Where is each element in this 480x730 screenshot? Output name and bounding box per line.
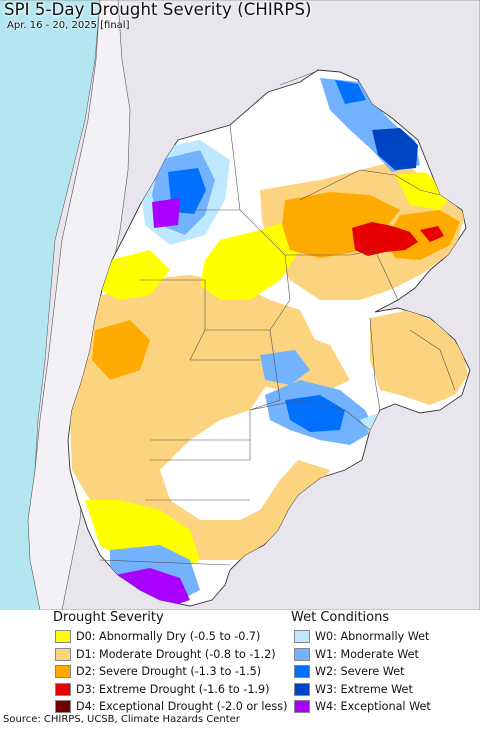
legend-swatch-d1 bbox=[55, 647, 71, 661]
legend-item-d1: D1: Moderate Drought (-0.8 to -1.2) bbox=[55, 646, 287, 664]
drought-legend-header: Drought Severity bbox=[53, 610, 164, 625]
source-credit: Source: CHIRPS, UCSB, Climate Hazards Ce… bbox=[3, 714, 240, 725]
legend-swatch-w0 bbox=[294, 630, 310, 644]
wet-legend-header: Wet Conditions bbox=[291, 610, 390, 625]
legend-label-d2: D2: Severe Drought (-1.3 to -1.5) bbox=[76, 665, 262, 679]
legend-label-d3: D3: Extreme Drought (-1.6 to -1.9) bbox=[76, 682, 270, 696]
legend-item-d2: D2: Severe Drought (-1.3 to -1.5) bbox=[55, 663, 287, 681]
legend-item-w1: W1: Moderate Wet bbox=[294, 646, 431, 664]
legend-swatch-w3 bbox=[294, 682, 310, 696]
legend-swatch-w1 bbox=[294, 647, 310, 661]
legend-swatch-d2 bbox=[55, 665, 71, 679]
w3-area-northeast bbox=[372, 128, 418, 170]
chile-land bbox=[27, 0, 131, 610]
w2-area-northeast bbox=[335, 80, 366, 104]
legend-item-w3: W3: Extreme Wet bbox=[294, 681, 431, 699]
legend-swatch-w2 bbox=[294, 665, 310, 679]
legend-item-w2: W2: Severe Wet bbox=[294, 663, 431, 681]
severity-overlay bbox=[70, 78, 468, 606]
d2-area-west bbox=[92, 320, 150, 380]
legend-item-w4: W4: Exceptional Wet bbox=[294, 698, 431, 716]
legend-swatch-w4 bbox=[294, 700, 310, 714]
d1-area-central bbox=[190, 300, 350, 395]
wet-legend-list: W0: Abnormally Wet W1: Moderate Wet W2: … bbox=[294, 628, 431, 716]
w1-area-central bbox=[260, 350, 310, 385]
legend-label-w3: W3: Extreme Wet bbox=[315, 682, 413, 696]
legend-swatch-d0 bbox=[55, 630, 71, 644]
map-panel bbox=[0, 0, 480, 610]
drought-legend-list: D0: Abnormally Dry (-0.5 to -0.7) D1: Mo… bbox=[55, 628, 287, 716]
d0-area-west bbox=[100, 250, 170, 300]
legend-item-d3: D3: Extreme Drought (-1.6 to -1.9) bbox=[55, 681, 287, 699]
legend-label-d1: D1: Moderate Drought (-0.8 to -1.2) bbox=[76, 647, 276, 661]
legend-item-d0: D0: Abnormally Dry (-0.5 to -0.7) bbox=[55, 628, 287, 646]
legend-label-w2: W2: Severe Wet bbox=[315, 665, 405, 679]
legend-label-w4: W4: Exceptional Wet bbox=[315, 700, 431, 714]
legend: Drought Severity Wet Conditions D0: Abno… bbox=[0, 610, 480, 714]
legend-item-w0: W0: Abnormally Wet bbox=[294, 628, 431, 646]
d3-area bbox=[352, 222, 418, 256]
drought-map bbox=[0, 0, 480, 610]
legend-label-d4: D4: Exceptional Drought (-2.0 or less) bbox=[76, 700, 288, 714]
legend-item-d4: D4: Exceptional Drought (-2.0 or less) bbox=[55, 698, 287, 716]
legend-label-w1: W1: Moderate Wet bbox=[315, 647, 419, 661]
d2-area-chaco bbox=[282, 192, 400, 258]
w2-area-pampas bbox=[285, 395, 345, 432]
legend-label-w0: W0: Abnormally Wet bbox=[315, 630, 430, 644]
internal-borders bbox=[99, 69, 456, 566]
map-subtitle: Apr. 16 - 20, 2025 [final] bbox=[7, 20, 130, 31]
map-title: SPI 5-Day Drought Severity (CHIRPS) bbox=[4, 0, 312, 19]
d1-area-uruguay bbox=[370, 310, 468, 405]
legend-label-d0: D0: Abnormally Dry (-0.5 to -0.7) bbox=[76, 630, 261, 644]
legend-swatch-d4 bbox=[55, 700, 71, 714]
legend-swatch-d3 bbox=[55, 682, 71, 696]
d0-area-north bbox=[200, 220, 300, 300]
w4-area-northwest bbox=[152, 198, 180, 228]
d3-area-small bbox=[420, 226, 444, 242]
